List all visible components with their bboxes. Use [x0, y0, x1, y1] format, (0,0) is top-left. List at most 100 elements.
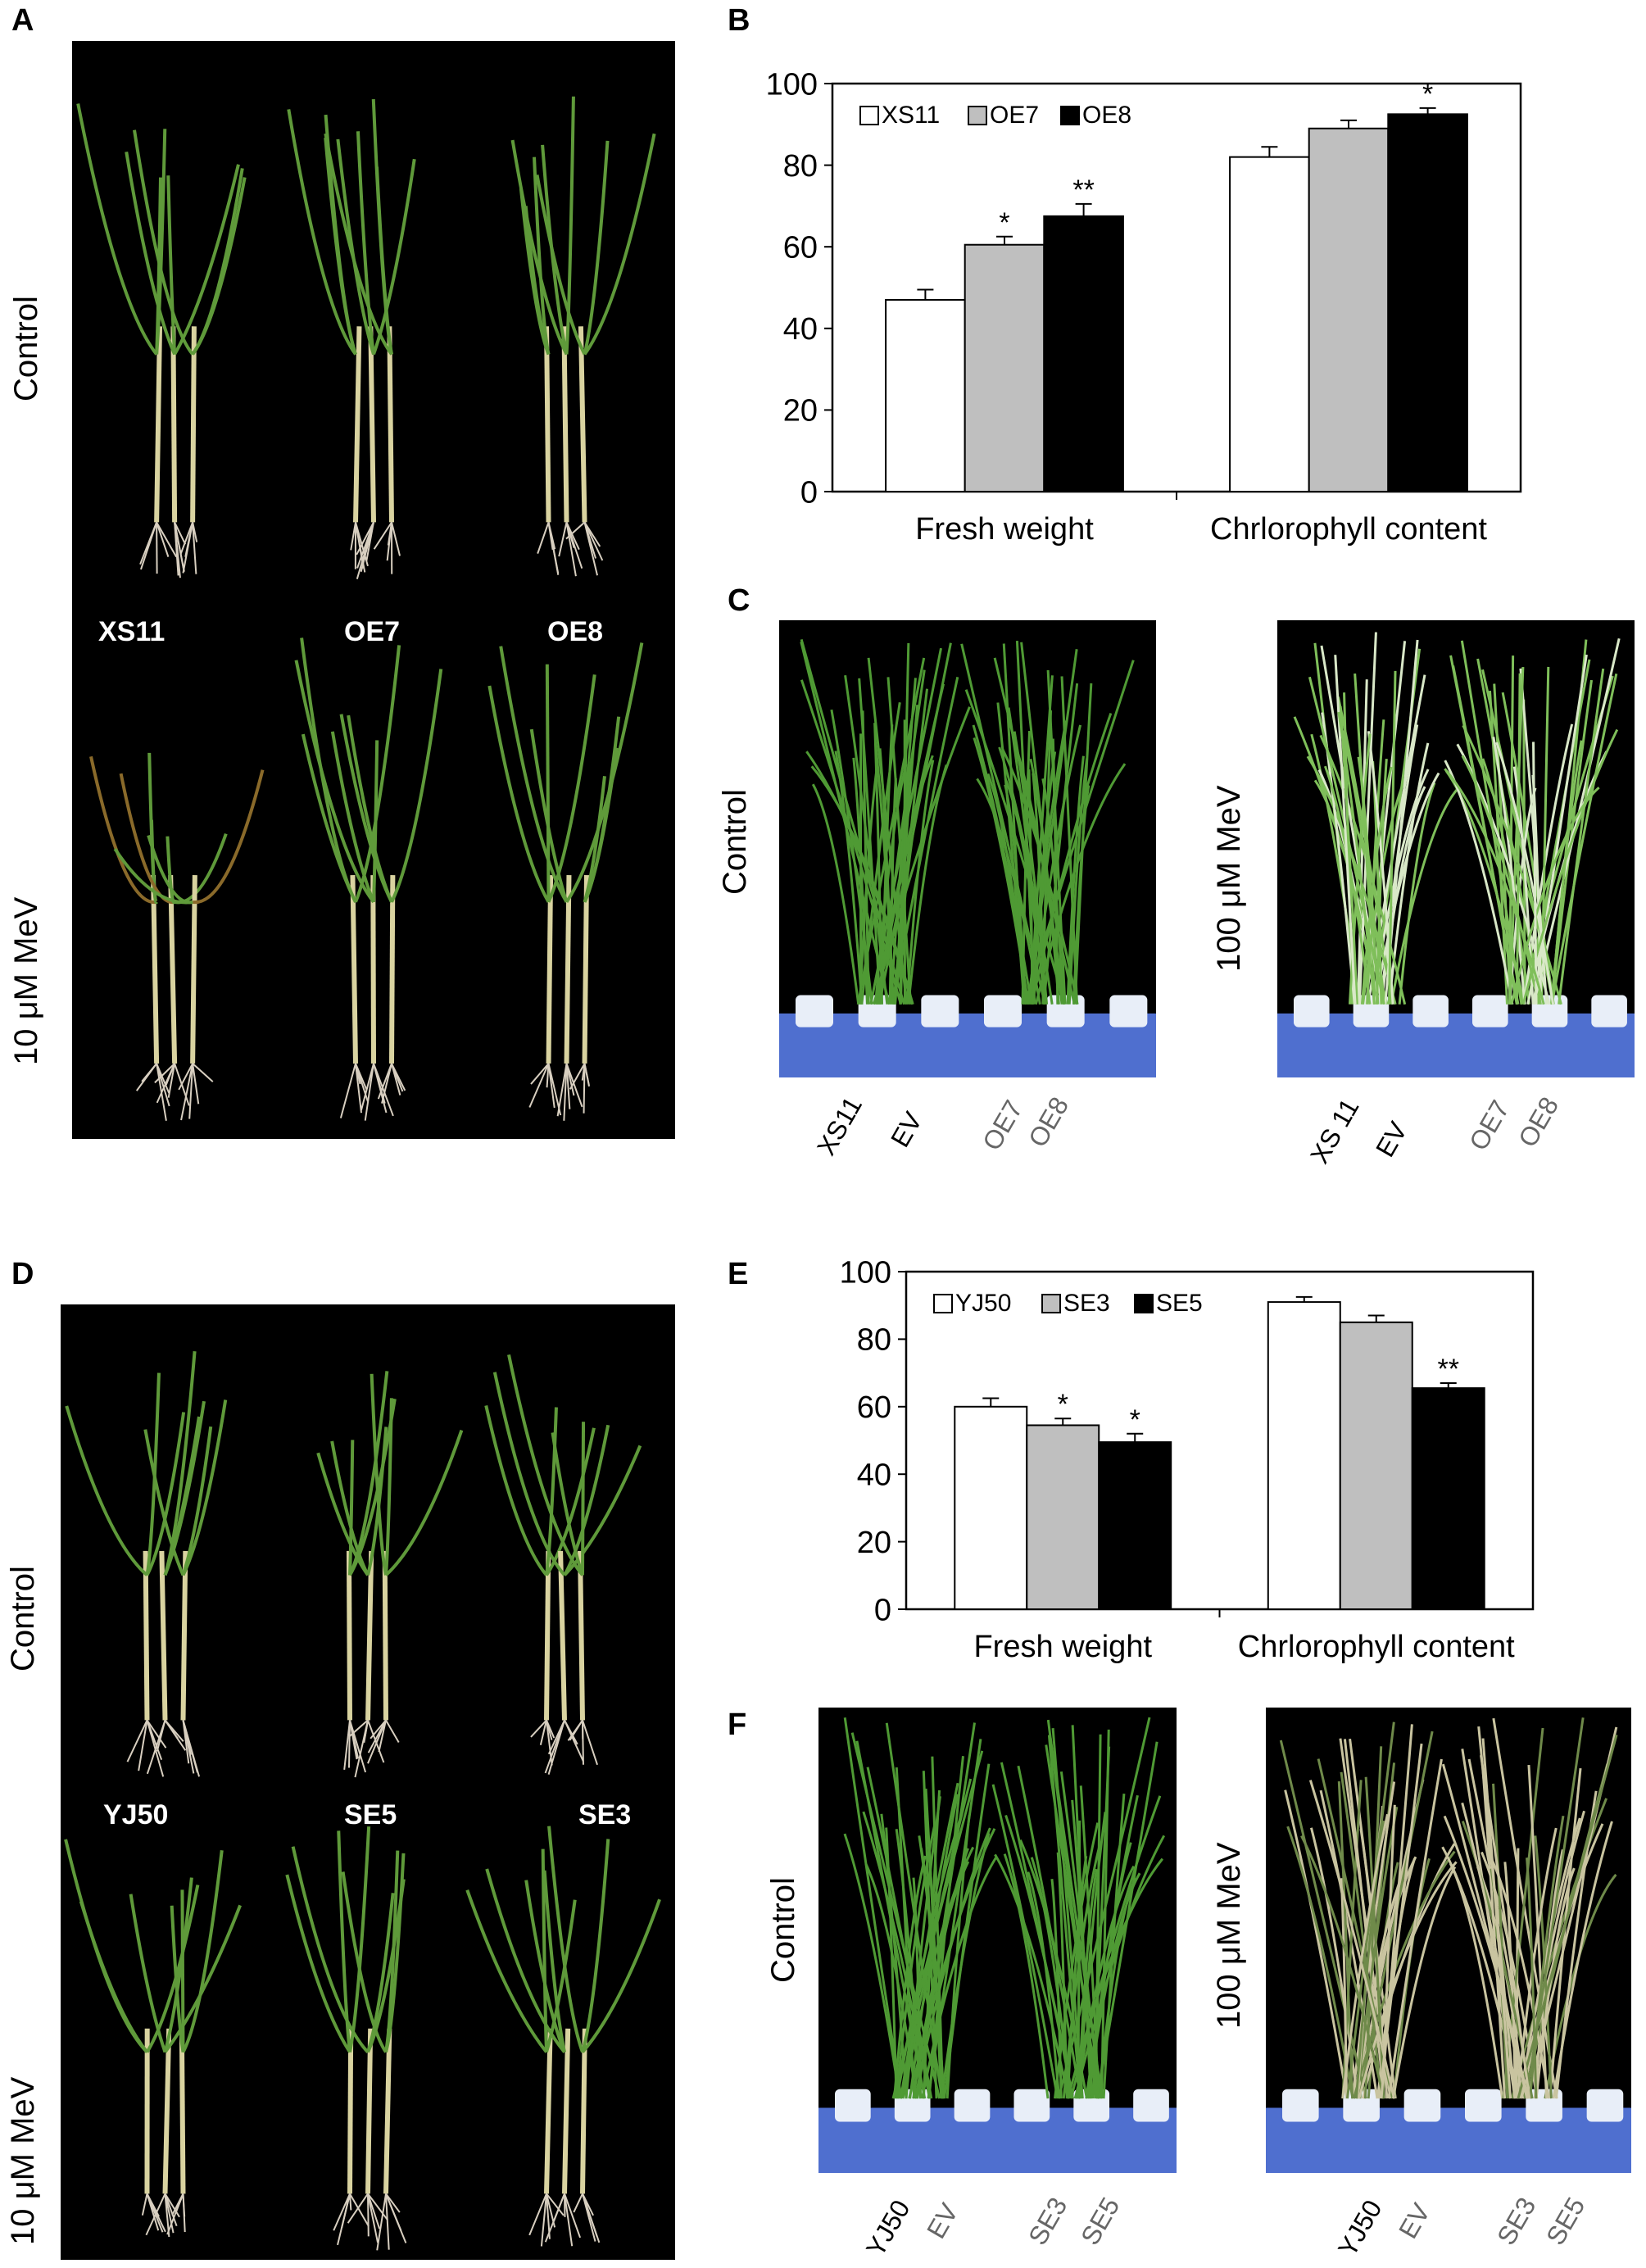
plant-label-oe7: OE7 — [344, 616, 401, 647]
genotype-label-c-ev: EV — [885, 1107, 928, 1152]
bar-xs11-0 — [885, 298, 966, 492]
plant-label-yj50: YJ50 — [103, 1799, 169, 1830]
row-label-d-mev: 10 μM MeV — [5, 2076, 41, 2245]
plant-seedling-group — [65, 1350, 228, 1777]
panel-letter-d: D — [11, 1257, 34, 1291]
photo-c-mev — [1277, 620, 1635, 1077]
panel-letter-a: A — [11, 3, 34, 38]
y-tick-label: 20 — [857, 1526, 891, 1560]
y-tick-label: 100 — [840, 1255, 891, 1290]
plant-seedling-group — [89, 752, 265, 1122]
plant-label-xs11: XS11 — [98, 616, 166, 647]
bar-oe8-1 — [1387, 113, 1468, 492]
x-category-label: Fresh weight — [915, 512, 1094, 547]
genotype-label-c-ev-mev: EV — [1370, 1117, 1413, 1162]
panel-letter-b: B — [728, 3, 750, 38]
genotype-label-f-yj50: YJ50 — [860, 2194, 916, 2261]
photo-a-mev — [72, 601, 675, 1139]
panel-letter-c: C — [728, 583, 750, 618]
plants-d-mev — [64, 1826, 661, 2251]
genotype-label-c-oe7-mev: OE7 — [1463, 1095, 1516, 1155]
legend-swatch — [859, 106, 879, 125]
legend-label-xs11: XS11 — [882, 102, 940, 129]
plant-label-se3: SE3 — [578, 1799, 632, 1830]
panel-letter-f: F — [728, 1708, 747, 1742]
legend-swatch — [1041, 1294, 1061, 1313]
genotype-label-c-xs11-mev: XS 11 — [1304, 1093, 1365, 1168]
plant-seedling-group — [285, 1826, 407, 2251]
plant-seedling-group — [316, 1371, 464, 1778]
genotype-label-c-oe7: OE7 — [977, 1095, 1029, 1155]
plant-seedling-group — [64, 1839, 242, 2238]
bar-se5-1 — [1411, 1387, 1485, 1610]
photo-d-control — [61, 1304, 675, 1788]
bar-se3-1 — [1339, 1321, 1413, 1611]
plant-seedling-group — [287, 98, 416, 579]
plants-a-mev — [89, 637, 644, 1122]
treatment-label-f-mev: 100 μM MeV — [1211, 1842, 1247, 2029]
plant-seedling-group — [510, 96, 656, 577]
row-label-d-control: Control — [5, 1566, 41, 1672]
treatment-label-f-control: Control — [765, 1877, 801, 1983]
genotype-label-f-se5: SE5 — [1075, 2192, 1126, 2250]
y-tick-label: 0 — [874, 1593, 891, 1627]
y-tick-label: 40 — [857, 1458, 891, 1493]
legend-label-oe7: OE7 — [990, 102, 1039, 129]
bar-oe8-0 — [1043, 215, 1124, 492]
significance-mark: * — [1422, 79, 1433, 110]
genotype-label-c-oe8: OE8 — [1023, 1091, 1075, 1152]
photo-a-control — [72, 41, 675, 601]
photo-f-control — [818, 1708, 1177, 2173]
legend-swatch — [1134, 1294, 1154, 1313]
plant-clump — [800, 638, 971, 1005]
plant-clump — [960, 640, 1135, 1005]
y-tick-label: 20 — [783, 394, 818, 429]
plants-a-control — [76, 96, 656, 579]
significance-mark: * — [1058, 1389, 1068, 1420]
photo-d-mev — [61, 1788, 675, 2260]
significance-mark: ** — [1437, 1354, 1458, 1385]
legend-swatch — [1060, 106, 1080, 125]
tray-cell — [984, 995, 1022, 1027]
bar-se5-0 — [1098, 1441, 1172, 1610]
plant-seedling-group — [465, 1826, 661, 2247]
clump-f-control — [818, 1717, 1177, 2173]
tray-cell — [954, 2089, 991, 2122]
plants-d-control — [65, 1350, 642, 1778]
tray-cell — [1591, 995, 1627, 1027]
seedling-tray — [1266, 2107, 1631, 2173]
genotype-label-f-se5-mev: SE5 — [1540, 2192, 1591, 2250]
plant-label-oe8: OE8 — [547, 616, 604, 647]
plant-seedling-group — [76, 103, 247, 578]
bar-se3-0 — [1026, 1424, 1100, 1610]
y-tick-label: 80 — [783, 149, 818, 184]
y-tick-label: 0 — [800, 475, 818, 510]
tray-cell — [1109, 995, 1148, 1027]
tray-cell — [1133, 2089, 1169, 2122]
genotype-label-f-ev: EV — [921, 2198, 964, 2243]
genotype-label-f-yj50-mev: YJ50 — [1332, 2194, 1388, 2261]
genotype-label-f-ev-mev: EV — [1393, 2198, 1436, 2243]
row-label-a-control: Control — [8, 296, 44, 401]
x-category-label: Chrlorophyll content — [1238, 1630, 1515, 1664]
row-label-a-mev: 10 μM MeV — [8, 896, 44, 1065]
y-tick-label: 80 — [857, 1323, 891, 1358]
seedling-tray — [818, 2107, 1177, 2173]
legend-label-yj50: YJ50 — [955, 1290, 1011, 1317]
bar-yj50-1 — [1267, 1301, 1341, 1611]
tray-cell — [1013, 2089, 1050, 2122]
tray-cell — [1403, 2089, 1441, 2122]
plant-clump — [1279, 1721, 1458, 2099]
tray-cell — [835, 2089, 871, 2122]
genotype-label-f-se3: SE3 — [1023, 2192, 1073, 2250]
y-tick-label: 40 — [783, 312, 818, 347]
bar-oe7-1 — [1308, 127, 1390, 492]
plant-clump — [1444, 637, 1621, 1005]
legend-label-oe8: OE8 — [1082, 102, 1131, 129]
x-category-label: Chrlorophyll content — [1210, 512, 1487, 547]
tray-cell — [921, 995, 959, 1027]
plant-clump — [991, 1717, 1166, 2099]
tray-cell — [1472, 995, 1508, 1027]
